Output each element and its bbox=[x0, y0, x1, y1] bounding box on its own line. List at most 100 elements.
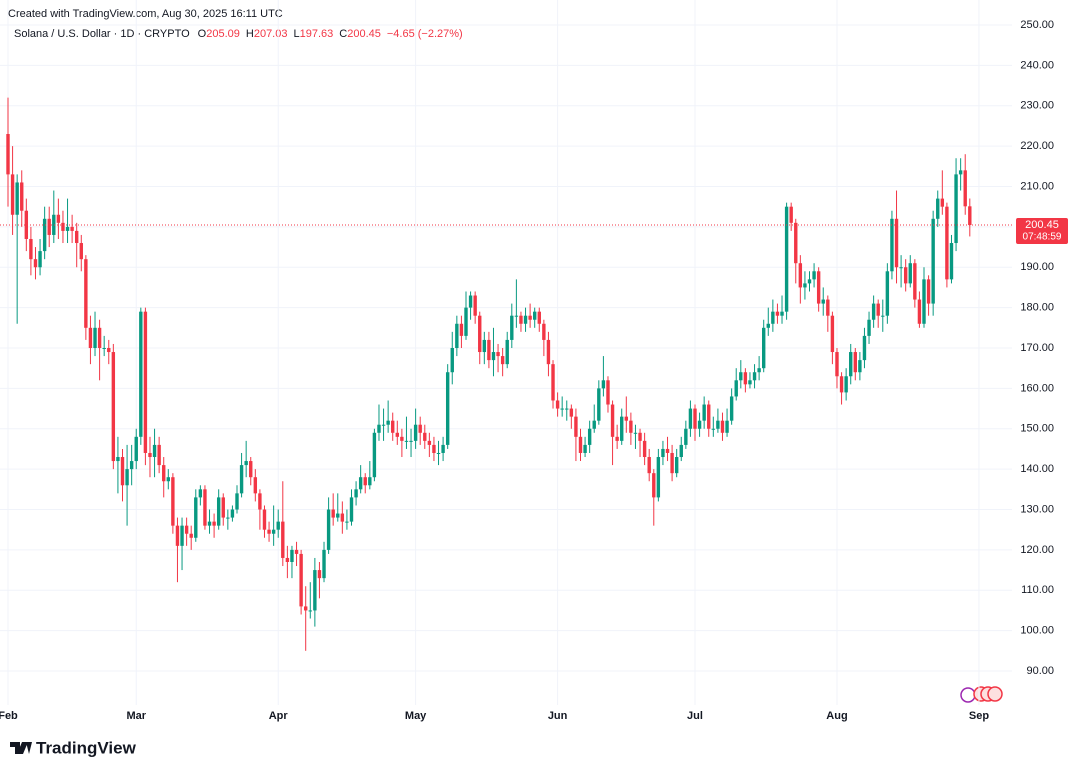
candle-body bbox=[395, 432, 399, 437]
candle-body bbox=[826, 299, 830, 316]
candle-body bbox=[707, 404, 711, 429]
candle-body bbox=[748, 380, 752, 385]
candle-body bbox=[729, 396, 734, 421]
candle-body bbox=[381, 424, 386, 426]
candle-body bbox=[47, 218, 51, 235]
candle-body bbox=[578, 436, 583, 453]
candle-body bbox=[752, 372, 757, 381]
candle-body bbox=[514, 315, 519, 317]
candle-body bbox=[789, 206, 793, 223]
legend-change: −4.65 (−2.27%) bbox=[387, 28, 463, 40]
y-tick-label: 230.00 bbox=[1020, 100, 1054, 112]
candle-body bbox=[400, 436, 404, 441]
candle-body bbox=[354, 489, 358, 498]
candle-body bbox=[839, 376, 844, 393]
candle-body bbox=[20, 182, 24, 211]
x-tick-label: Sep bbox=[969, 710, 989, 722]
candle-body bbox=[363, 477, 367, 486]
candle-body bbox=[560, 408, 564, 410]
candle-body bbox=[894, 218, 899, 268]
candle-body bbox=[757, 368, 761, 373]
candle-body bbox=[427, 440, 432, 445]
candle-body bbox=[482, 339, 487, 353]
candle-body bbox=[42, 218, 47, 252]
countdown-label: 07:48:59 bbox=[1023, 232, 1062, 243]
y-tick-label: 250.00 bbox=[1020, 19, 1054, 31]
candle-body bbox=[262, 509, 267, 530]
candle-body bbox=[830, 315, 835, 353]
candle-body bbox=[876, 303, 880, 316]
candle-body bbox=[478, 315, 482, 353]
candle-body bbox=[945, 206, 949, 280]
y-tick-label: 110.00 bbox=[1021, 584, 1054, 596]
candle-body bbox=[249, 461, 253, 478]
candle-body bbox=[111, 352, 116, 462]
y-tick-label: 120.00 bbox=[1020, 544, 1054, 556]
candle-body bbox=[583, 444, 587, 453]
candle-body bbox=[542, 323, 546, 340]
candle-body bbox=[606, 380, 610, 405]
candle-body bbox=[881, 315, 885, 317]
x-tick-label: May bbox=[405, 710, 427, 722]
logo: TradingView bbox=[10, 738, 137, 757]
candle-body bbox=[102, 348, 106, 349]
candle-body bbox=[519, 315, 523, 324]
candle-body bbox=[125, 469, 129, 486]
candle-body bbox=[523, 315, 528, 324]
candle-body bbox=[271, 529, 276, 534]
candle-body bbox=[162, 465, 166, 482]
candle-body bbox=[386, 420, 390, 425]
candle-body bbox=[235, 493, 239, 510]
candle-body bbox=[867, 319, 871, 336]
candle-body bbox=[798, 263, 803, 288]
candle-body bbox=[322, 549, 326, 579]
candle-body bbox=[84, 259, 88, 328]
candle-body bbox=[152, 444, 157, 458]
candle-body bbox=[844, 376, 848, 393]
candle-body bbox=[665, 448, 670, 453]
brand: TradingView bbox=[36, 738, 137, 757]
candle-body bbox=[601, 380, 606, 389]
candle-body bbox=[129, 461, 134, 470]
candle-body bbox=[75, 230, 79, 244]
candle-body bbox=[175, 525, 180, 546]
candle-body bbox=[221, 497, 225, 518]
candle-body bbox=[244, 461, 248, 466]
candle-body bbox=[958, 170, 963, 175]
candle-body bbox=[505, 339, 509, 365]
candle-body bbox=[56, 214, 61, 223]
candle-body bbox=[926, 279, 931, 304]
candle-body bbox=[10, 174, 15, 215]
candle-body bbox=[638, 432, 642, 441]
icon bbox=[987, 686, 1003, 702]
y-tick-label: 170.00 bbox=[1020, 342, 1054, 354]
candle-body bbox=[812, 271, 816, 280]
candle-body bbox=[963, 170, 967, 207]
candle-body bbox=[642, 440, 647, 458]
y-tick-label: 150.00 bbox=[1020, 423, 1054, 435]
candle-body bbox=[61, 222, 65, 231]
candle-body bbox=[326, 509, 331, 550]
candle-body bbox=[340, 513, 345, 522]
candle-body bbox=[537, 311, 541, 324]
candle-body bbox=[496, 352, 500, 357]
candle-body bbox=[6, 134, 10, 175]
candle-body bbox=[441, 444, 445, 453]
candle-body bbox=[491, 352, 496, 361]
icon bbox=[960, 687, 976, 703]
candle-body bbox=[597, 388, 601, 421]
candle-body bbox=[903, 267, 908, 284]
y-tick-label: 130.00 bbox=[1020, 503, 1054, 515]
y-tick-label: 240.00 bbox=[1020, 59, 1054, 71]
candle-body bbox=[940, 198, 945, 207]
y-tick-label: 190.00 bbox=[1020, 261, 1054, 273]
price-label-box bbox=[1016, 218, 1068, 245]
candle-body bbox=[629, 420, 633, 433]
candle-body bbox=[931, 218, 935, 304]
candle-body bbox=[134, 436, 138, 462]
y-tick-label: 160.00 bbox=[1020, 382, 1054, 394]
candle-body bbox=[372, 432, 377, 478]
candle-body bbox=[445, 372, 450, 445]
y-tick-label: 180.00 bbox=[1020, 302, 1054, 314]
